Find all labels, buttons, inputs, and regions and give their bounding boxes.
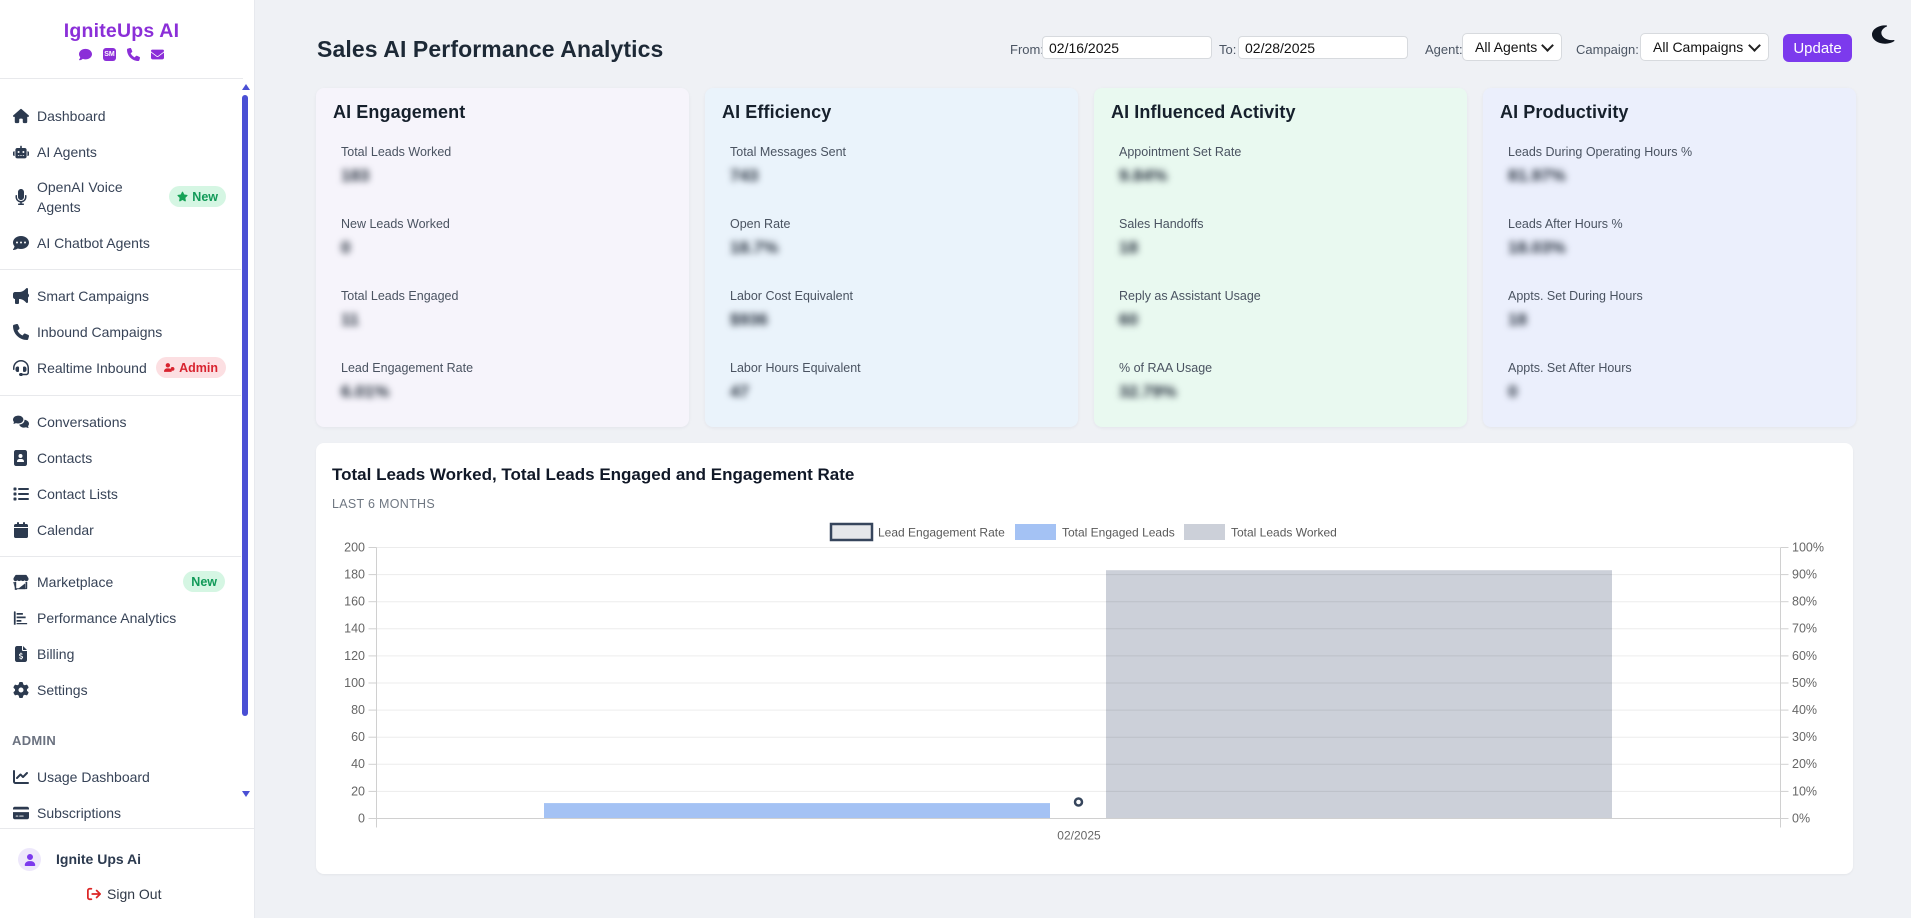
svg-text:50%: 50% [1792, 676, 1817, 690]
svg-text:0%: 0% [1792, 811, 1810, 825]
svg-text:Total Leads Worked: Total Leads Worked [1231, 526, 1337, 540]
svg-text:Lead Engagement Rate: Lead Engagement Rate [878, 526, 1005, 540]
svg-text:10%: 10% [1792, 784, 1817, 798]
svg-text:60: 60 [351, 730, 365, 744]
svg-text:80%: 80% [1792, 595, 1817, 609]
svg-text:60%: 60% [1792, 649, 1817, 663]
svg-text:70%: 70% [1792, 622, 1817, 636]
svg-text:20%: 20% [1792, 757, 1817, 771]
svg-text:100: 100 [344, 676, 365, 690]
svg-text:200: 200 [344, 540, 365, 554]
svg-text:160: 160 [344, 595, 365, 609]
svg-text:40: 40 [351, 757, 365, 771]
svg-text:20: 20 [351, 784, 365, 798]
svg-text:80: 80 [351, 703, 365, 717]
svg-text:30%: 30% [1792, 730, 1817, 744]
svg-text:180: 180 [344, 568, 365, 582]
svg-text:40%: 40% [1792, 703, 1817, 717]
svg-text:140: 140 [344, 622, 365, 636]
svg-text:02/2025: 02/2025 [1057, 829, 1101, 843]
svg-text:120: 120 [344, 649, 365, 663]
svg-text:0: 0 [358, 811, 365, 825]
svg-text:90%: 90% [1792, 568, 1817, 582]
svg-text:Total Engaged Leads: Total Engaged Leads [1062, 526, 1175, 540]
svg-text:100%: 100% [1792, 540, 1824, 554]
